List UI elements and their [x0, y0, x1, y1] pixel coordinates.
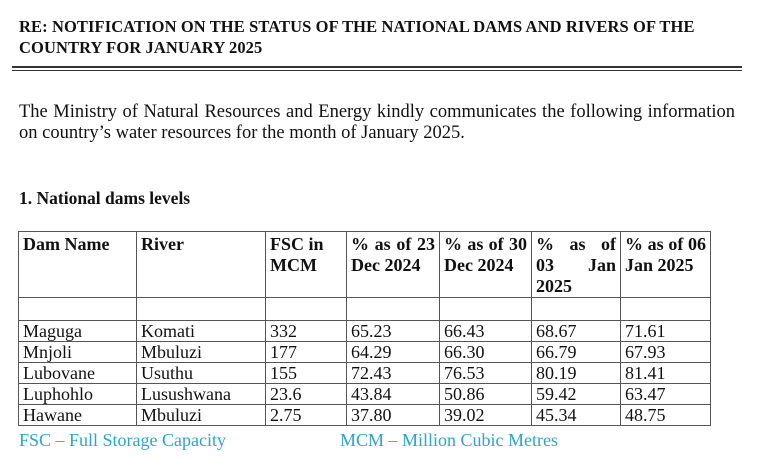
table-cell: Maguga: [18, 320, 137, 342]
table-cell: 66.30: [439, 341, 532, 363]
table-row: Lubovane Usuthu 155 72.43 76.53 80.19 81.41: [18, 362, 711, 384]
header-fsc: FSC in MCM: [265, 231, 347, 298]
table-cell: Lubovane: [18, 362, 137, 384]
table-cell: Mbuluzi: [136, 341, 266, 363]
table-header-row: Dam Name River FSC in MCM % as of 23 Dec…: [18, 231, 711, 298]
header-30-dec: % as of 30 Dec 2024: [439, 231, 532, 298]
table-cell: 45.34: [531, 404, 621, 426]
table-cell: 71.61: [620, 320, 711, 342]
footnote-fsc: FSC – Full Storage Capacity: [19, 430, 226, 450]
header-03-jan: % as of 03 Jan 2025: [531, 231, 621, 298]
dams-table: Dam Name River FSC in MCM % as of 23 Dec…: [18, 231, 711, 426]
table-cell: 76.53: [439, 362, 532, 384]
empty-row: [18, 297, 711, 321]
table-cell: 63.47: [620, 383, 711, 405]
table-cell: 48.75: [620, 404, 711, 426]
table-cell: 65.23: [346, 320, 440, 342]
header-river: River: [136, 231, 266, 298]
table-cell: 37.80: [346, 404, 440, 426]
title-divider: [12, 66, 742, 71]
table-cell: 59.42: [531, 383, 621, 405]
table-cell: 81.41: [620, 362, 711, 384]
intro-paragraph: The Ministry of Natural Resources and En…: [19, 102, 735, 143]
table-cell: 68.67: [531, 320, 621, 342]
table-cell: 66.43: [439, 320, 532, 342]
table-cell: 177: [265, 341, 347, 363]
header-23-dec: % as of 23 Dec 2024: [346, 231, 440, 298]
table-cell: 23.6: [265, 383, 347, 405]
table-cell: Usuthu: [136, 362, 266, 384]
table-cell: 39.02: [439, 404, 532, 426]
document-title: RE: NOTIFICATION ON THE STATUS OF THE NA…: [19, 17, 695, 57]
table-cell: 43.84: [346, 383, 440, 405]
footnote-mcm: MCM – Million Cubic Metres: [340, 430, 559, 450]
table-cell: Lusushwana: [136, 383, 266, 405]
table-cell: 66.79: [531, 341, 621, 363]
table-row: Luphohlo Lusushwana 23.6 43.84 50.86 59.42 63.…: [18, 383, 711, 405]
table-cell: Komati: [136, 320, 266, 342]
table-cell: Luphohlo: [18, 383, 137, 405]
table-cell: 72.43: [346, 362, 440, 384]
header-dam-name: Dam Name: [18, 231, 137, 298]
table-row: Maguga Komati 332 65.23 66.43 68.67 71.61: [18, 320, 711, 342]
table-cell: Mbuluzi: [136, 404, 266, 426]
table-cell: 80.19: [531, 362, 621, 384]
table-cell: 64.29: [346, 341, 440, 363]
table-cell: Hawane: [18, 404, 137, 426]
table-cell: 155: [265, 362, 347, 384]
header-06-jan: % as of 06 Jan 2025: [620, 231, 711, 298]
table-row: Hawane Mbuluzi 2.75 37.80 39.02 45.34 48.75: [18, 404, 711, 426]
table-cell: 50.86: [439, 383, 532, 405]
table-cell: Mnjoli: [18, 341, 137, 363]
section-heading: 1. National dams levels: [19, 188, 191, 208]
table-row: Mnjoli Mbuluzi 177 64.29 66.30 66.79 67.93: [18, 341, 711, 363]
table-cell: 67.93: [620, 341, 711, 363]
table-cell: 332: [265, 320, 347, 342]
table-cell: 2.75: [265, 404, 347, 426]
